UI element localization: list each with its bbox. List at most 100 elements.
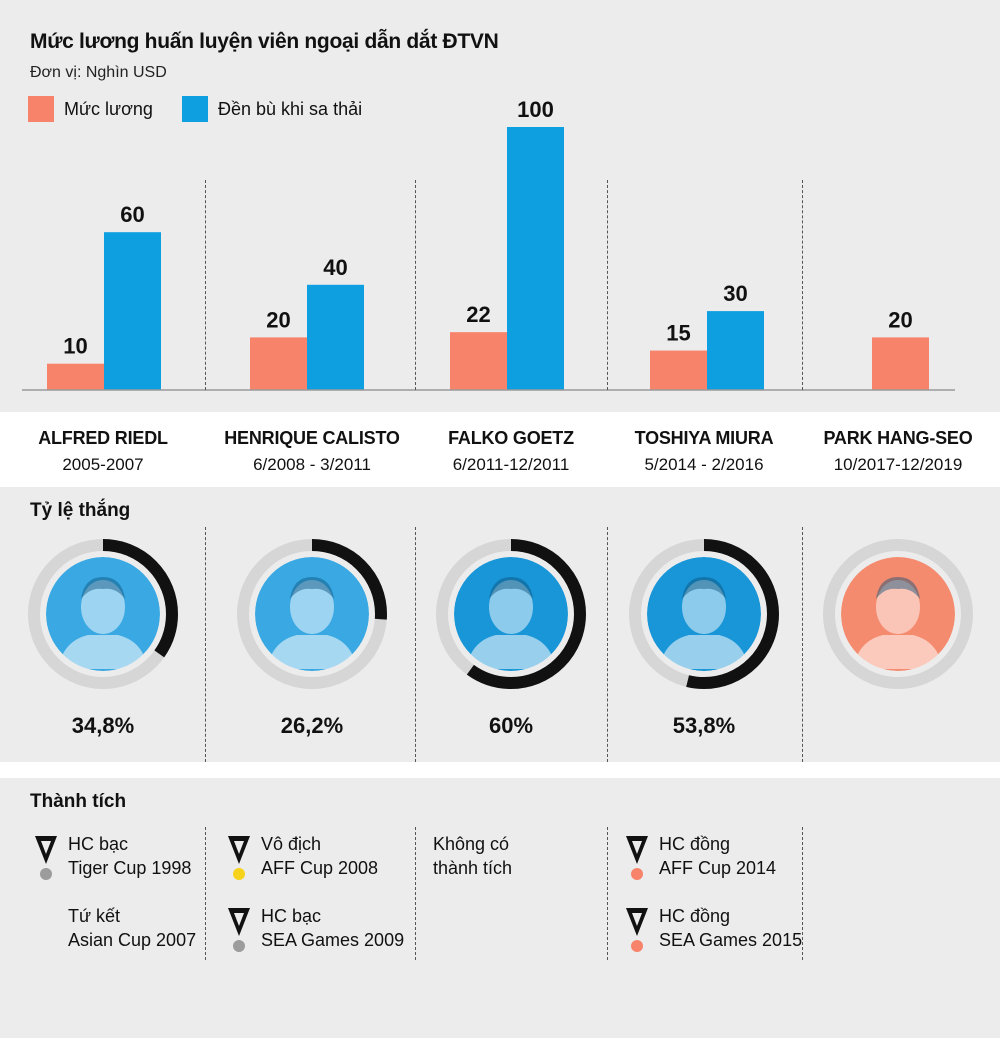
coach-name: TOSHIYA MIURA bbox=[634, 428, 774, 448]
achievement-line: SEA Games 2015 bbox=[659, 930, 803, 950]
separator-2-2 bbox=[607, 827, 608, 960]
win-rate-ring bbox=[28, 539, 178, 689]
coach-name: HENRIQUE CALISTO bbox=[224, 428, 400, 448]
coach-label: ALFRED RIEDL 2005-2007 bbox=[3, 428, 203, 475]
bar-salary-alfred-riedl bbox=[47, 363, 104, 390]
achievements-title: Thành tích bbox=[30, 791, 127, 812]
photo-head bbox=[290, 580, 334, 634]
legend-item-compensation: Đền bù khi sa thải bbox=[182, 96, 362, 122]
bronze-medal-icon bbox=[626, 908, 648, 952]
photo-head bbox=[81, 580, 125, 634]
coach-period: 6/2011-12/2011 bbox=[452, 455, 570, 474]
achievement-line: thành tích bbox=[433, 858, 513, 878]
achievement-text: HC bạc Tiger Cup 1998 bbox=[68, 832, 191, 880]
data-label-salary-alfred-riedl: 10 bbox=[63, 334, 87, 359]
photo-hair bbox=[81, 577, 125, 599]
legend-label-salary: Mức lương bbox=[64, 98, 153, 119]
data-label-salary-henrique-calisto: 20 bbox=[266, 307, 290, 332]
achievement-line: HC bạc bbox=[68, 834, 129, 854]
achievement-item: HC đồng AFF Cup 2014 bbox=[625, 832, 776, 882]
win-rate-value: 60% bbox=[488, 713, 534, 738]
achievement-line: HC bạc bbox=[261, 906, 322, 926]
coach-photo-icon bbox=[647, 557, 761, 671]
photo-head bbox=[876, 580, 920, 634]
data-label-salary-toshiya-miura: 15 bbox=[666, 321, 690, 346]
achievement-text: HC bạc SEA Games 2009 bbox=[261, 904, 404, 952]
coach-label: PARK HANG-SEO 10/2017-12/2019 bbox=[798, 428, 998, 475]
achievement-item: HC bạc Tiger Cup 1998 bbox=[34, 832, 191, 882]
achievement-text: Không có thành tích bbox=[433, 832, 512, 880]
achievement-line: AFF Cup 2008 bbox=[261, 858, 379, 878]
win-rate-value: 26,2% bbox=[280, 713, 344, 738]
achievement-line: HC đồng bbox=[659, 834, 731, 854]
coach-photo-icon bbox=[841, 557, 955, 671]
legend-label-compensation: Đền bù khi sa thải bbox=[218, 98, 363, 119]
coach-period: 10/2017-12/2019 bbox=[833, 455, 963, 474]
photo-shoulders bbox=[853, 635, 943, 669]
achievement-item: HC đồng SEA Games 2015 bbox=[625, 904, 802, 954]
ring-progress bbox=[28, 539, 178, 689]
separator-3-1 bbox=[802, 527, 803, 762]
achievement-line: Asian Cup 2007 bbox=[68, 930, 197, 950]
win-rate-value: 53,8% bbox=[672, 713, 736, 738]
achievement-line: Tiger Cup 1998 bbox=[68, 858, 192, 878]
photo-hair bbox=[876, 577, 920, 599]
data-label-compensation-henrique-calisto: 40 bbox=[323, 255, 347, 280]
ring-track bbox=[823, 539, 973, 689]
bar-salary-toshiya-miura bbox=[650, 350, 707, 390]
win-rate-ring bbox=[237, 539, 387, 689]
photo-head bbox=[682, 580, 726, 634]
bar-compensation-toshiya-miura bbox=[707, 311, 764, 390]
coach-photo-icon bbox=[46, 557, 160, 671]
achievement-line: HC đồng bbox=[659, 906, 731, 926]
chart-unit: Đơn vị: Nghìn USD bbox=[30, 64, 167, 81]
data-label-compensation-toshiya-miura: 30 bbox=[723, 281, 747, 306]
separator-1-0 bbox=[415, 180, 416, 390]
ring-progress bbox=[436, 539, 586, 689]
win-rate-ring bbox=[436, 539, 586, 689]
bar-compensation-alfred-riedl bbox=[104, 232, 161, 390]
separator-1-2 bbox=[415, 827, 416, 960]
achievement-text: Tứ kết Asian Cup 2007 bbox=[68, 904, 196, 952]
data-label-compensation-alfred-riedl: 60 bbox=[120, 202, 144, 227]
data-label-salary-park-hang-seo: 20 bbox=[888, 307, 912, 332]
separator-2-1 bbox=[607, 527, 608, 762]
photo-shoulders bbox=[659, 635, 749, 669]
separator-1-1 bbox=[415, 527, 416, 762]
achievement-text: HC đồng SEA Games 2015 bbox=[659, 904, 802, 952]
photo-hair bbox=[290, 577, 334, 599]
photo-shoulders bbox=[267, 635, 357, 669]
separator-0-0 bbox=[205, 180, 206, 390]
data-label-salary-falko-goetz: 22 bbox=[466, 302, 490, 327]
photo-hair bbox=[682, 577, 726, 599]
achievement-item: Vô địch AFF Cup 2008 bbox=[227, 832, 378, 882]
gold-medal-icon bbox=[228, 836, 250, 880]
achievement-line: Vô địch bbox=[261, 834, 322, 854]
win-rate-value: 34,8% bbox=[71, 713, 135, 738]
photo-head bbox=[489, 580, 533, 634]
coach-label: TOSHIYA MIURA 5/2014 - 2/2016 bbox=[604, 428, 804, 475]
achievement-line: Không có bbox=[433, 834, 510, 854]
legend-item-salary: Mức lương bbox=[28, 96, 153, 122]
silver-medal-icon bbox=[228, 908, 250, 952]
achievement-text: HC đồng AFF Cup 2014 bbox=[659, 832, 776, 880]
achievement-text: Vô địch AFF Cup 2008 bbox=[261, 832, 378, 880]
coach-period: 2005-2007 bbox=[62, 455, 144, 474]
bar-salary-falko-goetz bbox=[450, 332, 507, 390]
coach-name: FALKO GOETZ bbox=[448, 428, 574, 448]
achievement-line: AFF Cup 2014 bbox=[659, 858, 777, 878]
data-label-compensation-falko-goetz: 100 bbox=[517, 97, 554, 122]
legend-swatch-compensation bbox=[182, 96, 208, 122]
ring-progress bbox=[237, 539, 387, 689]
win-rate-ring bbox=[629, 539, 779, 689]
ring-progress bbox=[629, 539, 779, 689]
win-rate-title: Tỷ lệ thắng bbox=[30, 500, 131, 521]
separator-0-1 bbox=[205, 527, 206, 762]
achievement-line: SEA Games 2009 bbox=[261, 930, 405, 950]
legend-swatch-salary bbox=[28, 96, 54, 122]
separator-2-0 bbox=[607, 180, 608, 390]
bar-compensation-falko-goetz bbox=[507, 127, 564, 390]
bronze-medal-icon bbox=[626, 836, 648, 880]
photo-hair bbox=[489, 577, 533, 599]
achievement-item: Tứ kết Asian Cup 2007 bbox=[34, 904, 196, 952]
